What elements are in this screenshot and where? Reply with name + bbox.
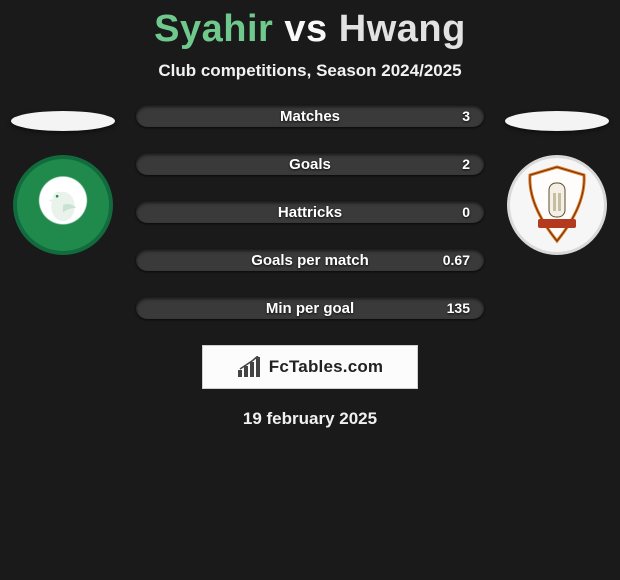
- brand-label: FcTables.com: [269, 357, 384, 377]
- club-crest-right: [507, 155, 607, 255]
- bird-icon: [41, 183, 85, 227]
- stat-value-right: 3: [462, 108, 470, 124]
- date-line: 19 february 2025: [0, 409, 620, 429]
- right-side-column: [502, 111, 612, 255]
- shield-icon: [524, 165, 590, 245]
- stat-label: Matches: [280, 108, 340, 125]
- stat-value-right: 0: [462, 204, 470, 220]
- stat-row-gpm: Goals per match 0.67: [136, 249, 484, 271]
- stat-label: Goals: [289, 156, 331, 173]
- stat-label: Min per goal: [266, 300, 354, 317]
- left-side-column: [8, 111, 118, 255]
- bar-chart-icon: [237, 356, 263, 378]
- stat-row-mpg: Min per goal 135: [136, 297, 484, 319]
- stat-row-hattricks: Hattricks 0: [136, 201, 484, 223]
- stat-row-goals: Goals 2: [136, 153, 484, 175]
- left-photo-disc: [11, 111, 115, 131]
- player-b-name: Hwang: [339, 8, 466, 50]
- right-photo-disc: [505, 111, 609, 131]
- stat-value-right: 2: [462, 156, 470, 172]
- stat-row-matches: Matches 3: [136, 105, 484, 127]
- stats-column: Matches 3 Goals 2 Hattricks 0 Goals per …: [136, 105, 484, 319]
- subtitle-text: Club competitions, Season 2024/2025: [0, 61, 620, 81]
- player-a-name: Syahir: [154, 8, 273, 50]
- page-title: Syahir vs Hwang: [0, 0, 620, 51]
- vs-word: vs: [284, 8, 327, 50]
- main-row: Matches 3 Goals 2 Hattricks 0 Goals per …: [0, 111, 620, 319]
- brand-box[interactable]: FcTables.com: [202, 345, 418, 389]
- stat-label: Hattricks: [278, 204, 342, 221]
- stat-value-right: 135: [447, 300, 470, 316]
- stat-label: Goals per match: [251, 252, 369, 269]
- club-crest-left: [13, 155, 113, 255]
- stat-value-right: 0.67: [443, 252, 470, 268]
